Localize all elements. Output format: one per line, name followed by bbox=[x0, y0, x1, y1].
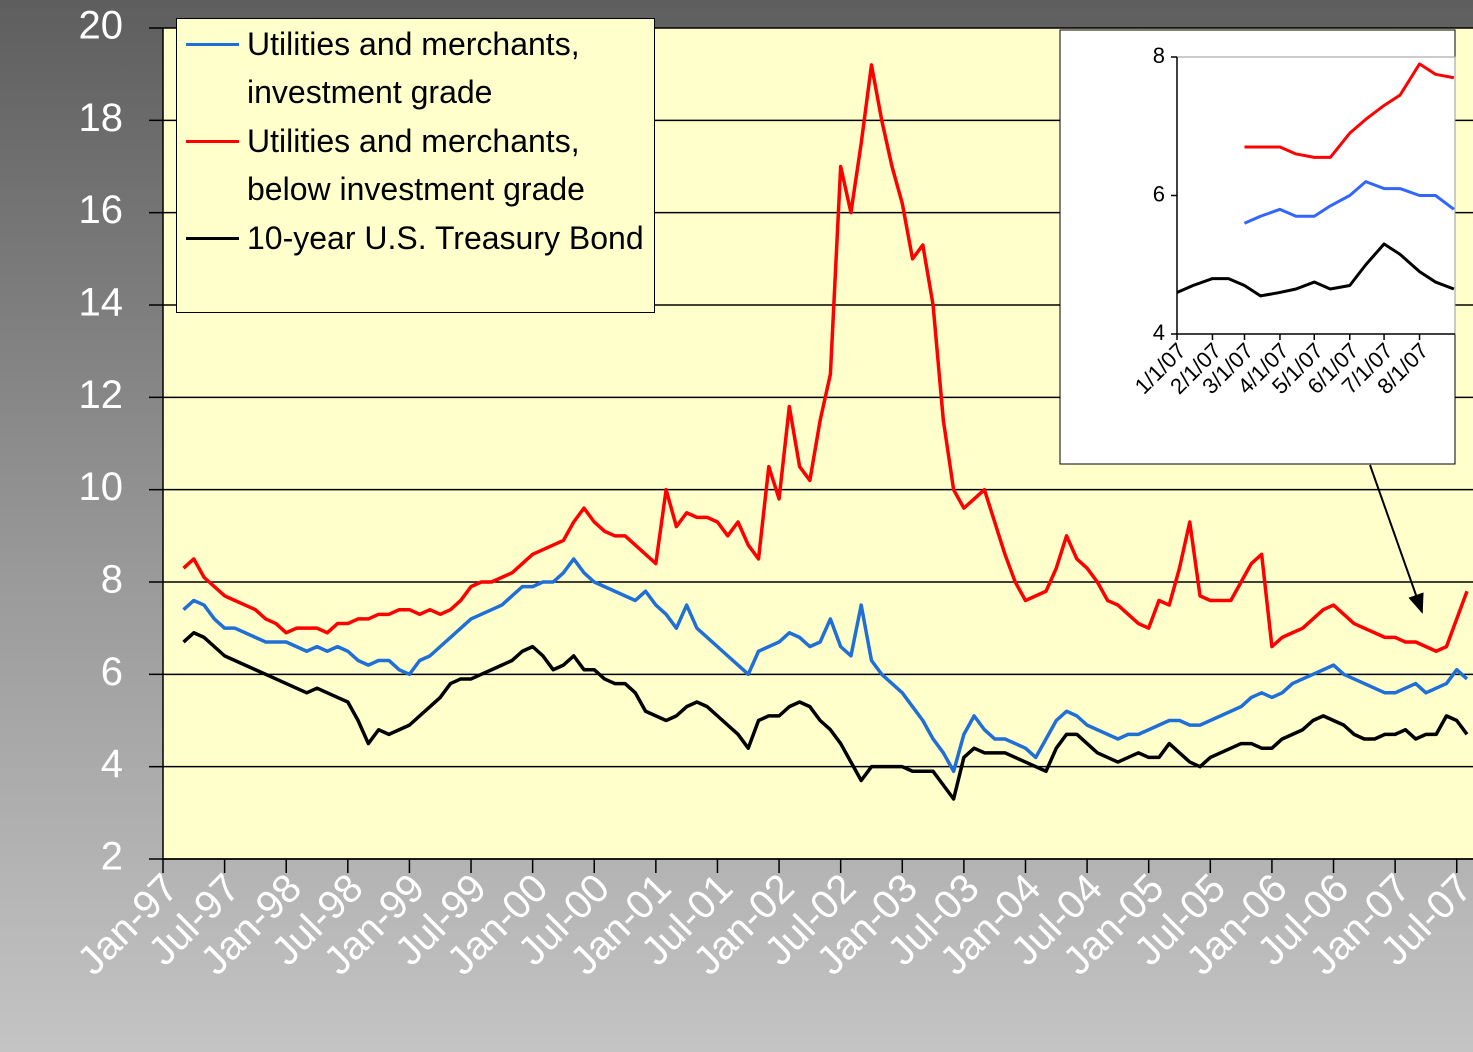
series-line bbox=[182, 63, 1469, 653]
y-tick-label: 18 bbox=[79, 96, 124, 140]
y-tick-label: 16 bbox=[79, 188, 124, 232]
legend-label: Utilities and merchants, investment grad… bbox=[247, 26, 580, 110]
legend-label: Utilities and merchants, below investmen… bbox=[247, 123, 585, 207]
legend-swatch bbox=[186, 43, 239, 46]
inset-box bbox=[1059, 29, 1456, 465]
y-tick-label: 20 bbox=[79, 4, 124, 48]
y-tick-label: 6 bbox=[101, 650, 123, 694]
series-line bbox=[182, 557, 1469, 774]
y-tick-label: 8 bbox=[1153, 43, 1165, 68]
series-line bbox=[1244, 62, 1455, 159]
legend-entry: Utilities and merchants, investment grad… bbox=[177, 20, 657, 116]
legend-swatch bbox=[186, 140, 239, 143]
y-tick-label: 4 bbox=[101, 742, 123, 786]
arrow bbox=[1369, 464, 1424, 614]
legend-swatch bbox=[186, 237, 239, 240]
legend-entry: 10-year U.S. Treasury Bond bbox=[177, 214, 657, 262]
y-tick-label: 12 bbox=[79, 373, 124, 417]
legend: Utilities and merchants, investment grad… bbox=[176, 18, 655, 313]
y-tick-label: 2 bbox=[101, 835, 123, 879]
y-tick-label: 10 bbox=[79, 465, 124, 509]
y-tick-label: 14 bbox=[79, 281, 124, 325]
legend-label: 10-year U.S. Treasury Bond bbox=[247, 220, 644, 256]
series-line bbox=[182, 631, 1469, 801]
y-tick-label: 8 bbox=[101, 558, 123, 602]
y-tick-label: 6 bbox=[1153, 181, 1165, 206]
series-line bbox=[1243, 180, 1455, 225]
y-tick-label: 4 bbox=[1153, 320, 1165, 345]
legend-entry: Utilities and merchants, below investmen… bbox=[177, 117, 657, 213]
series-line bbox=[1176, 242, 1455, 298]
